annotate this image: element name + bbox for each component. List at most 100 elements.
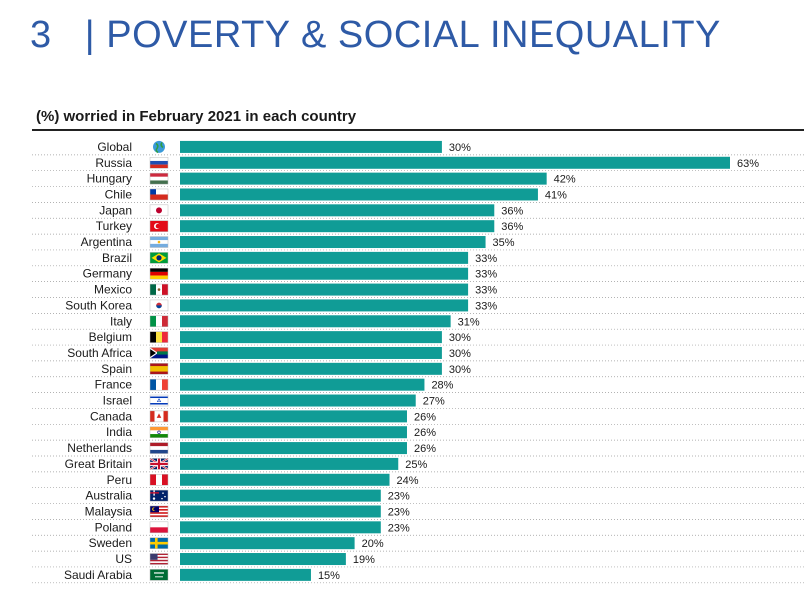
bar	[180, 140, 442, 153]
category-label: Japan	[99, 203, 132, 217]
value-label: 19%	[353, 554, 375, 566]
category-label: US	[115, 552, 132, 566]
category-label: Spain	[101, 362, 132, 376]
value-label: 36%	[501, 205, 523, 217]
chart-subtitle: (%) worried in February 2021 in each cou…	[36, 108, 357, 125]
bar	[180, 220, 495, 233]
category-label: South Korea	[65, 298, 132, 312]
value-label: 30%	[449, 364, 471, 376]
value-label: 41%	[545, 189, 567, 201]
flag-italy	[149, 315, 169, 328]
bar	[180, 457, 399, 470]
bar	[180, 410, 407, 423]
value-label: 33%	[475, 253, 497, 265]
globe-icon	[153, 140, 165, 154]
value-label: 30%	[449, 332, 471, 344]
value-label: 23%	[388, 506, 410, 518]
page-title: 3 | POVERTY & SOCIAL INEQUALITY	[30, 14, 721, 56]
value-label: 15%	[318, 570, 340, 582]
value-label: 24%	[397, 475, 419, 487]
category-label: Russia	[95, 156, 132, 170]
bar	[180, 505, 381, 518]
flag-peru	[149, 474, 169, 486]
bar	[180, 426, 407, 439]
value-label: 33%	[475, 300, 497, 312]
bar	[180, 331, 442, 344]
category-label: Peru	[107, 473, 132, 487]
category-label: Turkey	[96, 219, 132, 233]
flag-belgium	[149, 331, 169, 343]
flag-russia	[149, 157, 169, 169]
flag-mexico	[149, 283, 169, 296]
bar	[180, 315, 451, 328]
category-label: Netherlands	[67, 441, 132, 455]
category-label: Israel	[103, 394, 132, 408]
bar	[180, 362, 442, 375]
category-label: Mexico	[94, 283, 132, 297]
bar	[180, 251, 469, 264]
category-label: France	[95, 378, 133, 392]
category-label: Brazil	[102, 251, 132, 265]
flag-hungary	[149, 172, 169, 185]
category-label: Malaysia	[85, 504, 133, 518]
bar	[180, 204, 495, 217]
category-label: India	[106, 425, 132, 439]
category-label: South Africa	[67, 346, 132, 360]
flag-chile	[149, 188, 169, 201]
value-label: 33%	[475, 269, 497, 281]
bar	[180, 553, 346, 566]
bar	[180, 236, 486, 249]
category-label: Canada	[90, 409, 132, 423]
flag-brazil	[149, 252, 169, 264]
bar	[180, 156, 730, 169]
value-label: 63%	[737, 158, 759, 170]
flag-israel	[149, 394, 169, 407]
category-label: Chile	[105, 187, 133, 201]
category-label: Argentina	[81, 235, 133, 249]
value-label: 35%	[493, 237, 515, 249]
flag-germany	[149, 267, 169, 280]
bar	[180, 346, 442, 359]
flag-turkey	[149, 220, 169, 232]
flag-sweden	[149, 537, 169, 549]
bar	[180, 283, 469, 296]
bar	[180, 473, 390, 486]
bar	[180, 442, 407, 455]
category-label: Belgium	[89, 330, 132, 344]
value-label: 27%	[423, 396, 445, 408]
bar	[180, 568, 311, 581]
category-label: Italy	[110, 314, 132, 328]
value-label: 28%	[431, 380, 453, 392]
value-label: 36%	[501, 221, 523, 233]
bar	[180, 378, 425, 391]
flag-us	[149, 553, 169, 565]
category-label: Germany	[83, 267, 132, 281]
value-label: 23%	[388, 522, 410, 534]
bar	[180, 172, 547, 185]
flag-france	[149, 378, 169, 391]
flag-malaysia	[149, 505, 169, 518]
value-label: 25%	[405, 459, 427, 471]
flag-netherlands	[149, 442, 169, 454]
category-label: Hungary	[87, 172, 132, 186]
flag-great-britain	[149, 457, 169, 471]
value-label: 26%	[414, 411, 436, 423]
value-label: 23%	[388, 491, 410, 503]
flag-canada	[149, 410, 169, 423]
bar	[180, 489, 381, 502]
value-label: 42%	[554, 174, 576, 186]
category-label: Poland	[95, 520, 132, 534]
category-label: Saudi Arabia	[64, 568, 132, 582]
category-label: Sweden	[89, 536, 132, 550]
value-label: 30%	[449, 348, 471, 360]
category-label: Global	[97, 140, 132, 154]
flag-saudi-arabia	[149, 569, 169, 581]
category-label: Australia	[85, 489, 132, 503]
flag-poland	[149, 521, 169, 534]
bar	[180, 537, 355, 550]
flag-spain	[149, 363, 169, 375]
flag-south-korea	[149, 299, 169, 312]
bar	[180, 521, 381, 534]
bar	[180, 299, 469, 312]
